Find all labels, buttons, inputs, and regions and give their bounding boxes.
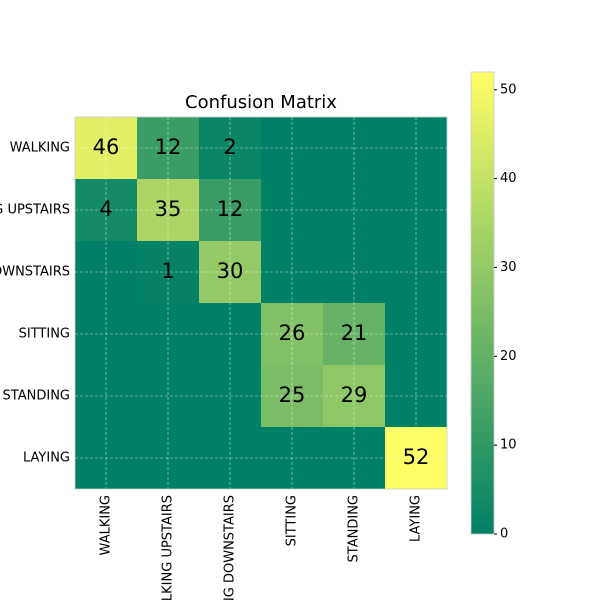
cell-label: 2 (223, 135, 236, 159)
colorbar-tick-label: 30 (500, 260, 517, 275)
y-tick-label: SITTING (19, 327, 70, 342)
cell-label: 35 (155, 197, 182, 221)
x-tick-label: SITTING (285, 495, 300, 546)
colorbar-tick-label: 10 (500, 438, 517, 453)
x-tick-label: WALKING DOWNSTAIRS (223, 495, 238, 600)
cell-label: 21 (341, 321, 368, 345)
cell-label: 1 (161, 259, 174, 283)
colorbar-tick-label: 50 (500, 82, 517, 97)
y-tick-label: WALKING (10, 141, 70, 156)
colorbar-tick-label: 0 (500, 527, 508, 542)
cell-label: 46 (93, 135, 120, 159)
cell-label: 12 (217, 197, 244, 221)
x-tick-label: STANDING (347, 495, 362, 562)
cell-label: 4 (99, 197, 112, 221)
x-tick-label: LAYING (409, 495, 424, 542)
colorbar-tick-label: 20 (500, 349, 517, 364)
y-tick-label: WALKING DOWNSTAIRS (0, 265, 70, 280)
cell-label: 30 (217, 259, 244, 283)
chart-title: Confusion Matrix (185, 92, 337, 113)
cell-label: 29 (341, 383, 368, 407)
y-tick-label: STANDING (3, 389, 70, 404)
plot-frame (74, 116, 448, 490)
cell-label: 52 (403, 445, 430, 469)
cell-label: 25 (279, 383, 306, 407)
y-tick-label: LAYING (23, 451, 70, 466)
x-tick-label: WALKING (99, 495, 114, 555)
colorbar (470, 71, 495, 535)
cell (323, 365, 385, 427)
cell-label: 12 (155, 135, 182, 159)
y-tick-label: WALKING UPSTAIRS (0, 203, 70, 218)
colorbar-tick-label: 40 (500, 171, 517, 186)
cell-label: 26 (279, 321, 306, 345)
x-tick-label: WALKING UPSTAIRS (161, 495, 176, 600)
